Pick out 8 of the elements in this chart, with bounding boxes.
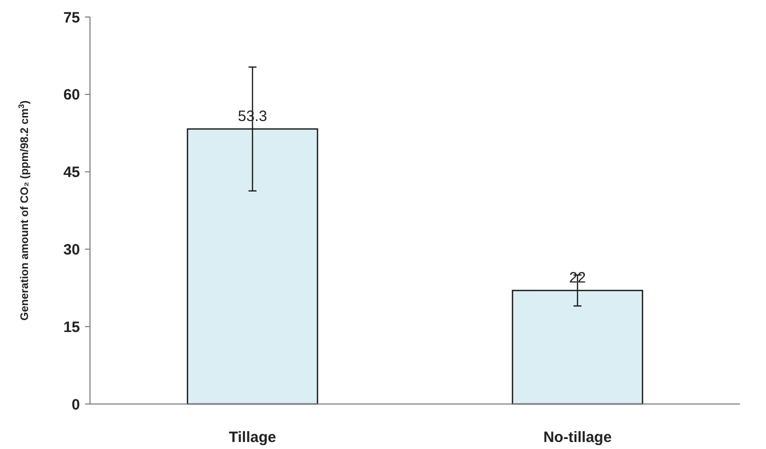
y-tick-label: 60 <box>63 86 80 104</box>
y-tick-label: 75 <box>63 9 80 26</box>
x-tick-label: No-tillage <box>543 429 612 446</box>
y-tick-label: 0 <box>72 396 80 414</box>
x-tick-label: Tillage <box>228 429 276 446</box>
y-tick-label: 30 <box>63 241 80 258</box>
y-tick-label: 15 <box>63 318 80 336</box>
y-tick-label: 45 <box>63 164 80 182</box>
